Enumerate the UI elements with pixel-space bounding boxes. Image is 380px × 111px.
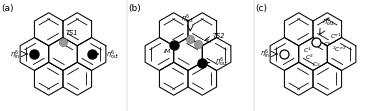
Text: $\eta^6_{\rm out}$: $\eta^6_{\rm out}$ (106, 48, 119, 62)
Text: $^2C^{e2}$: $^2C^{e2}$ (332, 45, 347, 54)
Text: (c): (c) (255, 4, 267, 13)
Text: $\eta^6_{\rm out}$: $\eta^6_{\rm out}$ (215, 56, 229, 69)
Text: (b): (b) (128, 4, 141, 13)
Text: $\eta^6_{\rm out}$: $\eta^6_{\rm out}$ (182, 12, 195, 26)
Text: (a): (a) (1, 4, 14, 13)
Text: $C_3$: $C_3$ (312, 60, 321, 68)
Text: $\eta^6_{\rm in}$: $\eta^6_{\rm in}$ (260, 47, 271, 61)
Text: $C^1$: $C^1$ (303, 46, 312, 55)
Text: IM: IM (163, 49, 171, 54)
Text: TS2: TS2 (213, 33, 226, 39)
Text: $\eta^6_{\rm in}$: $\eta^6_{\rm in}$ (10, 48, 21, 62)
Text: $C^{e1}$: $C^{e1}$ (330, 32, 342, 41)
Text: $C^2$: $C^2$ (305, 53, 314, 62)
Text: $\eta^6_{\rm out}$: $\eta^6_{\rm out}$ (322, 15, 336, 29)
Text: TS1: TS1 (66, 30, 79, 36)
Text: $C^v$: $C^v$ (323, 41, 332, 49)
